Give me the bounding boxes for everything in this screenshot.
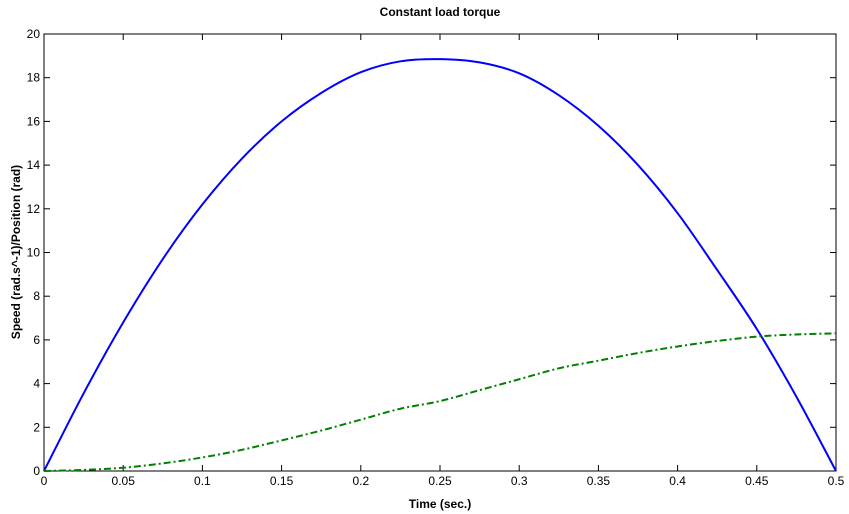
y-tick-label: 0 bbox=[33, 464, 40, 478]
axis-ticks: 0 0.05 0.1 0.15 0.2 0.25 0.3 0.35 0.4 0.45 0.5 0 2 4 6… bbox=[27, 27, 845, 488]
x-tick-label: 0.35 bbox=[587, 474, 611, 488]
series-group bbox=[43, 58, 837, 472]
y-tick-label: 18 bbox=[27, 71, 41, 85]
y-tick-label: 16 bbox=[27, 114, 41, 128]
y-axis-label: Speed (rad.s^-1)/Position (rad) bbox=[9, 165, 23, 339]
y-tick-label: 8 bbox=[33, 289, 40, 303]
x-tick-label: 0.4 bbox=[669, 474, 686, 488]
y-tick-label: 14 bbox=[27, 158, 41, 172]
x-tick-label: 0.5 bbox=[828, 474, 845, 488]
plot-area bbox=[43, 33, 837, 472]
x-tick-label: 0.2 bbox=[352, 474, 369, 488]
y-tick-label: 4 bbox=[33, 377, 40, 391]
y-tick-label: 2 bbox=[33, 420, 40, 434]
x-tick-label: 0.05 bbox=[112, 474, 136, 488]
chart-title: Constant load torque bbox=[380, 5, 501, 19]
x-tick-label: 0.15 bbox=[270, 474, 294, 488]
y-tick-label: 10 bbox=[27, 246, 41, 260]
x-tick-label: 0.1 bbox=[194, 474, 211, 488]
x-tick-label: 0.3 bbox=[511, 474, 528, 488]
x-tick-label: 0.25 bbox=[428, 474, 452, 488]
y-tick-label: 6 bbox=[33, 333, 40, 347]
speed-series-line bbox=[43, 58, 837, 472]
x-tick-label: 0 bbox=[41, 474, 48, 488]
x-tick-label: 0.45 bbox=[745, 474, 769, 488]
y-tick-label: 20 bbox=[27, 27, 41, 41]
x-axis-label: Time (sec.) bbox=[409, 497, 471, 511]
y-tick-label: 12 bbox=[27, 202, 41, 216]
position-series-line bbox=[43, 332, 837, 472]
